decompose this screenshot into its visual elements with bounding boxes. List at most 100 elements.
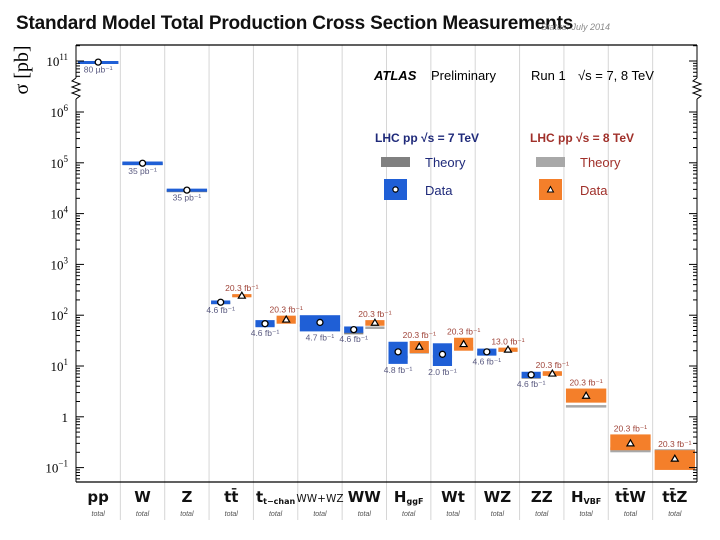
luminosity-label: 20.3 fb⁻¹ bbox=[358, 309, 391, 319]
category-qualifier: total bbox=[225, 511, 239, 518]
category-qualifier: total bbox=[668, 511, 682, 518]
luminosity-label: 4.6 fb⁻¹ bbox=[473, 357, 502, 367]
category-qualifier: total bbox=[269, 511, 283, 518]
data-marker-triangle bbox=[547, 368, 557, 377]
legend-data-label: Data bbox=[580, 183, 608, 198]
annotations: ATLAS Preliminary Run 1 √s = 7, 8 TeV bbox=[373, 68, 654, 83]
data-marker-circle bbox=[261, 320, 269, 328]
data-marker-triangle bbox=[237, 291, 247, 299]
category-qualifier: total bbox=[579, 511, 593, 518]
luminosity-label: 20.3 fb⁻¹ bbox=[225, 283, 258, 293]
luminosity-label: 4.8 fb⁻¹ bbox=[384, 365, 413, 375]
luminosity-label: 20.3 fb⁻¹ bbox=[536, 360, 569, 370]
data-marker-circle bbox=[483, 348, 491, 356]
data-marker-triangle bbox=[281, 314, 291, 323]
category-qualifier: total bbox=[535, 511, 549, 518]
data-points: 80 µb⁻¹ 35 pb⁻¹ 35 pb⁻¹ 4.6 fb⁻¹ 4.6 fb⁻¹ 4.7… bbox=[78, 58, 695, 470]
y-tick-label: 1011 bbox=[46, 52, 68, 69]
category-qualifier: total bbox=[136, 511, 150, 518]
category-label: pp bbox=[87, 488, 109, 506]
y-axis-label: σ [pb] bbox=[11, 45, 33, 94]
legend-circle-marker bbox=[392, 186, 399, 193]
chart-title: Standard Model Total Production Cross Se… bbox=[16, 13, 574, 34]
status-label: Status: July 2014 bbox=[541, 22, 611, 32]
y-tick-label: 101 bbox=[51, 357, 69, 374]
category-gridlines bbox=[119, 45, 654, 520]
luminosity-label: 20.3 fb⁻¹ bbox=[614, 423, 647, 433]
luminosity-label: 35 pb⁻¹ bbox=[128, 166, 157, 176]
preliminary-label: Preliminary bbox=[431, 68, 497, 83]
category-label: Z bbox=[181, 488, 192, 506]
legend-theory-label: Theory bbox=[580, 155, 621, 170]
run-label: Run 1 bbox=[531, 68, 566, 83]
luminosity-label: 20.3 fb⁻¹ bbox=[447, 327, 480, 337]
category-label: WW bbox=[348, 488, 382, 506]
category-label: W bbox=[134, 488, 151, 506]
category-label: tt−chan bbox=[256, 488, 296, 506]
luminosity-label: 20.3 fb⁻¹ bbox=[569, 378, 602, 388]
data-marker-triangle bbox=[581, 391, 591, 399]
luminosity-label: 4.7 fb⁻¹ bbox=[306, 332, 335, 342]
y-tick-label: 1 bbox=[62, 410, 69, 425]
y-tick-label: 103 bbox=[51, 255, 69, 272]
data-marker-triangle bbox=[459, 339, 469, 348]
category-qualifier: total bbox=[491, 511, 505, 518]
legend-triangle-marker bbox=[546, 185, 555, 193]
category-qualifier: total bbox=[402, 511, 416, 518]
data-marker-circle bbox=[527, 371, 535, 379]
data-marker-triangle bbox=[370, 318, 380, 326]
data-marker-triangle bbox=[670, 453, 680, 462]
data-marker-circle bbox=[438, 350, 447, 358]
luminosity-label: 20.3 fb⁻¹ bbox=[270, 305, 303, 315]
data-marker-circle bbox=[350, 325, 358, 334]
data-marker-circle bbox=[316, 318, 324, 327]
category-label: Wt bbox=[441, 488, 465, 506]
category-label: WZ bbox=[484, 488, 512, 506]
y-tick-label: 105 bbox=[51, 154, 69, 171]
legend-header: LHC pp √s = 7 TeV bbox=[375, 131, 479, 145]
y-tick-label: 106 bbox=[51, 103, 69, 120]
data-marker-circle bbox=[94, 58, 102, 66]
data-marker-circle bbox=[183, 186, 191, 194]
data-marker-circle bbox=[138, 159, 147, 167]
category-qualifier: total bbox=[313, 511, 327, 518]
luminosity-label: 35 pb⁻¹ bbox=[173, 193, 202, 203]
category-label: ZZ bbox=[531, 488, 553, 506]
energy-label: √s = 7, 8 TeV bbox=[578, 68, 654, 83]
experiment-label: ATLAS bbox=[373, 68, 417, 83]
y-tick-label: 102 bbox=[51, 306, 69, 323]
theory-band bbox=[365, 326, 385, 329]
data-marker-circle bbox=[217, 298, 225, 306]
category-qualifier: total bbox=[92, 511, 106, 518]
luminosity-label: 80 µb⁻¹ bbox=[84, 64, 113, 74]
luminosity-label: 13.0 fb⁻¹ bbox=[491, 337, 524, 347]
category-label: tt̄W bbox=[615, 486, 646, 506]
category-qualifier: total bbox=[358, 511, 372, 518]
luminosity-label: 2.0 fb⁻¹ bbox=[428, 367, 457, 377]
legend-theory-swatch bbox=[381, 157, 410, 167]
data-marker-triangle bbox=[625, 438, 636, 447]
luminosity-label: 4.6 fb⁻¹ bbox=[339, 334, 368, 344]
y-tick-label: 104 bbox=[51, 205, 69, 222]
luminosity-label: 20.3 fb⁻¹ bbox=[658, 439, 691, 449]
theory-band bbox=[565, 405, 607, 408]
luminosity-label: 4.6 fb⁻¹ bbox=[251, 328, 280, 338]
category-label: HggF bbox=[394, 488, 423, 506]
category-label: tt̄ bbox=[224, 486, 238, 506]
category-qualifier: total bbox=[446, 511, 460, 518]
legend-header: LHC pp √s = 8 TeV bbox=[530, 131, 634, 145]
category-label: tt̄Z bbox=[662, 486, 687, 506]
axes bbox=[70, 44, 703, 483]
legend: LHC pp √s = 7 TeV Theory Data LHC pp √s = 8… bbox=[375, 131, 634, 200]
category-qualifier: total bbox=[624, 511, 638, 518]
axis-break-icon bbox=[691, 77, 703, 100]
category-label: WW+WZ bbox=[296, 493, 343, 505]
y-tick-label: 10−1 bbox=[45, 459, 68, 476]
axis-break-icon bbox=[70, 77, 82, 100]
data-marker-triangle bbox=[414, 341, 424, 350]
legend-theory-swatch bbox=[536, 157, 565, 167]
legend-theory-label: Theory bbox=[425, 155, 466, 170]
luminosity-label: 4.6 fb⁻¹ bbox=[517, 379, 546, 389]
